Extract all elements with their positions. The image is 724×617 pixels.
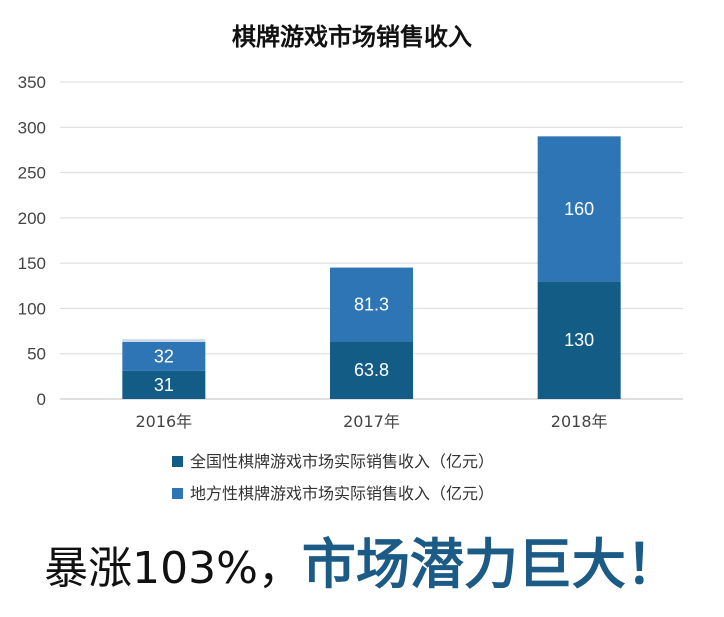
- data-labels: 31 32 63.8 81.3 130 160: [154, 199, 594, 395]
- bar-segment: [122, 370, 206, 399]
- bar-segment: [537, 136, 621, 282]
- bar-segment: [537, 281, 621, 399]
- data-label: 81.3: [354, 294, 389, 314]
- y-tick-label: 0: [37, 390, 46, 409]
- legend-label: 地方性棋牌游戏市场实际销售收入（亿元）: [190, 484, 494, 503]
- bar-segment: [122, 341, 206, 371]
- x-tick-label: 2017年: [343, 412, 400, 431]
- footer-highlight-text: 市场潜力巨大！: [301, 533, 680, 596]
- y-tick-label: 200: [18, 209, 46, 228]
- x-tick-label: 2018年: [551, 412, 608, 431]
- data-label: 130: [564, 330, 594, 350]
- x-tick-label: 2016年: [135, 412, 192, 431]
- footer-plain-text: 暴涨103%，: [44, 543, 302, 594]
- y-tick-label: 50: [27, 345, 46, 364]
- legend: 全国性棋牌游戏市场实际销售收入（亿元） 地方性棋牌游戏市场实际销售收入（亿元）: [172, 452, 494, 503]
- data-label: 32: [154, 346, 174, 366]
- legend-label: 全国性棋牌游戏市场实际销售收入（亿元）: [190, 452, 494, 471]
- chart-title: 棋牌游戏市场销售收入: [232, 23, 472, 51]
- bar-segment: [330, 341, 413, 399]
- bars: [122, 136, 621, 399]
- y-tick-label: 350: [18, 73, 46, 92]
- y-tick-label: 150: [18, 254, 46, 273]
- data-label: 31: [154, 375, 174, 395]
- y-tick-label: 100: [18, 299, 46, 318]
- y-axis-ticks: 0 50 100 150 200 250 300 350: [18, 73, 46, 409]
- legend-swatch: [172, 488, 183, 499]
- stacked-bar-chart: 棋牌游戏市场销售收入 0 50 100 150 200 250 300 350 31 32 63.…: [18, 23, 683, 503]
- legend-swatch: [172, 456, 183, 467]
- bar-segment-top: [122, 339, 206, 342]
- footer-banner: 暴涨103%，市场潜力巨大！: [0, 520, 724, 617]
- y-tick-label: 300: [18, 118, 46, 137]
- data-label: 160: [564, 199, 594, 219]
- bar-segment: [330, 267, 413, 342]
- data-label: 63.8: [354, 360, 389, 380]
- x-axis-ticks: 2016年 2017年 2018年: [135, 412, 607, 431]
- y-tick-label: 250: [18, 164, 46, 183]
